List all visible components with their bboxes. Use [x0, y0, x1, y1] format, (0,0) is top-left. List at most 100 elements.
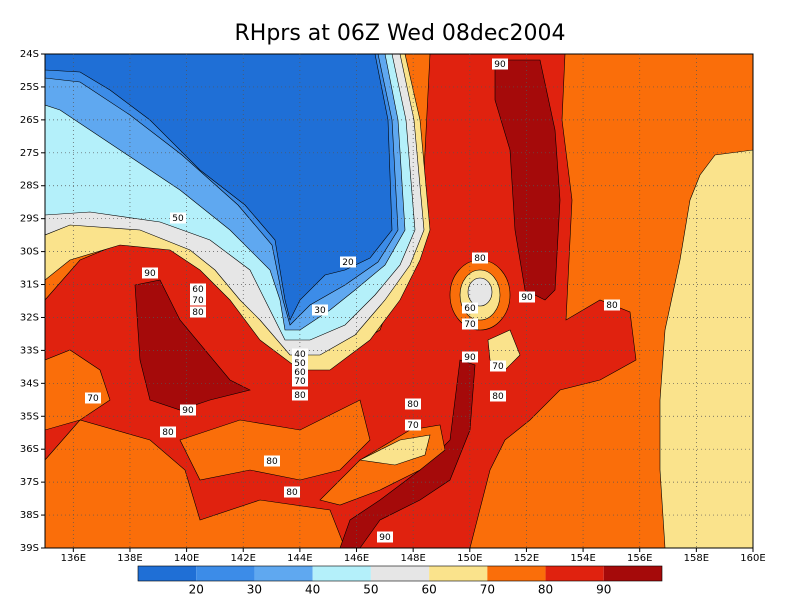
colorbar-label: 60: [421, 583, 436, 597]
contour-label: 70: [492, 362, 504, 372]
lat-label: 24S: [20, 49, 39, 60]
colorbar-label: 50: [363, 583, 378, 597]
contour-label-bg: [377, 531, 393, 543]
contour-label: 90: [144, 269, 156, 279]
contour-label: 80: [474, 254, 486, 264]
field-70-80: [179, 399, 371, 481]
contour-label: 90: [521, 293, 533, 303]
contour-label: 40: [294, 350, 306, 360]
title: RHprs at 06Z Wed 08dec2004: [235, 21, 566, 46]
lat-label: 29S: [20, 214, 39, 225]
contour-label: 20: [342, 258, 354, 268]
lat-label: 35S: [20, 411, 39, 422]
contour-label: 80: [162, 428, 174, 438]
contour-label: 90: [182, 406, 194, 416]
lon-label: 160E: [740, 553, 765, 564]
contour-label-bg: [490, 390, 506, 402]
contour-label-bg: [190, 283, 206, 295]
contour-label: 90: [464, 353, 476, 363]
colorbar-swatch: [370, 566, 430, 581]
contour-label: 80: [606, 301, 618, 311]
lat-label: 27S: [20, 148, 39, 159]
contour-label: 80: [286, 488, 298, 498]
lat-label: 39S: [20, 543, 39, 554]
lat-label: 31S: [20, 280, 39, 291]
contour-label-bg: [180, 404, 196, 416]
contour-label: 50: [294, 359, 306, 369]
lon-label: 142E: [231, 553, 256, 564]
contour-label-bg: [170, 212, 186, 224]
field-60-70: [487, 329, 521, 371]
lat-label: 33S: [20, 345, 39, 356]
contour-label: 70: [192, 296, 204, 306]
colorbar-swatch: [487, 566, 546, 581]
contour-label-bg: [292, 366, 308, 378]
contour-label-bg: [462, 351, 478, 363]
field-below-20: [45, 54, 393, 321]
contour-label-bg: [264, 455, 280, 467]
lon-label: 148E: [400, 553, 425, 564]
colorbar-label: 80: [538, 583, 553, 597]
contour-label-bg: [190, 294, 206, 306]
contour-label-bg: [292, 357, 308, 369]
colorbar-swatch: [429, 566, 488, 581]
colorbar-label: 30: [247, 583, 262, 597]
contour-label-bg: [462, 318, 478, 330]
contour-label-bg: [142, 267, 158, 279]
lon-label: 136E: [61, 553, 86, 564]
lon-label: 158E: [684, 553, 709, 564]
lon-label: 154E: [570, 553, 595, 564]
contour-label: 80: [192, 308, 204, 318]
lat-label: 34S: [20, 378, 39, 389]
contour-label: 80: [266, 457, 278, 467]
colorbar-swatch: [138, 566, 197, 581]
colorbar-swatch: [603, 566, 662, 581]
lon-label: 152E: [514, 553, 539, 564]
contour-label-bg: [340, 256, 356, 268]
lat-label: 32S: [20, 312, 39, 323]
field-60-70: [659, 149, 753, 548]
contour-label: 80: [492, 392, 504, 402]
lat-label: 38S: [20, 510, 39, 521]
lon-label: 140E: [174, 553, 199, 564]
lat-label: 37S: [20, 477, 39, 488]
field-50-60: [467, 277, 493, 307]
contour-label-bg: [519, 291, 535, 303]
contour-label: 90: [494, 60, 506, 70]
lon-label: 156E: [627, 553, 652, 564]
contour-label-bg: [190, 306, 206, 318]
contour-label: 70: [87, 394, 99, 404]
contour-label-bg: [472, 252, 488, 264]
colorbar-frame: [137, 565, 663, 582]
map-frame: [44, 53, 754, 549]
filled-contours: [45, 54, 753, 548]
contour-label-bg: [405, 398, 421, 410]
contour-label: 90: [379, 533, 391, 543]
contour-label-bg: [604, 299, 620, 311]
contour-label-bg: [492, 58, 508, 70]
lon-label: 146E: [344, 553, 369, 564]
lon-label: 138E: [117, 553, 142, 564]
field-70-80: [45, 349, 111, 431]
field-90-plus: [134, 279, 251, 411]
contour-label-bg: [292, 375, 308, 387]
contour-label-bg: [292, 348, 308, 360]
contour-label-bg: [405, 419, 421, 431]
colorbar-label: 40: [305, 583, 320, 597]
colorbar-swatch: [312, 566, 371, 581]
contour-label: 50: [172, 214, 184, 224]
contour-label-bg: [85, 392, 101, 404]
contour-label-bg: [312, 304, 328, 316]
contour-label: 60: [464, 304, 476, 314]
lat-label: 36S: [20, 444, 39, 455]
lat-label: 28S: [20, 181, 39, 192]
contour-label: 60: [294, 368, 306, 378]
contour-label-bg: [490, 360, 506, 372]
colorbar-label: 70: [480, 583, 495, 597]
contour-label: 70: [407, 421, 419, 431]
contour-label: 80: [294, 391, 306, 401]
contour-label-bg: [462, 302, 478, 314]
lon-label: 144E: [287, 553, 312, 564]
contour-label-bg: [160, 426, 176, 438]
